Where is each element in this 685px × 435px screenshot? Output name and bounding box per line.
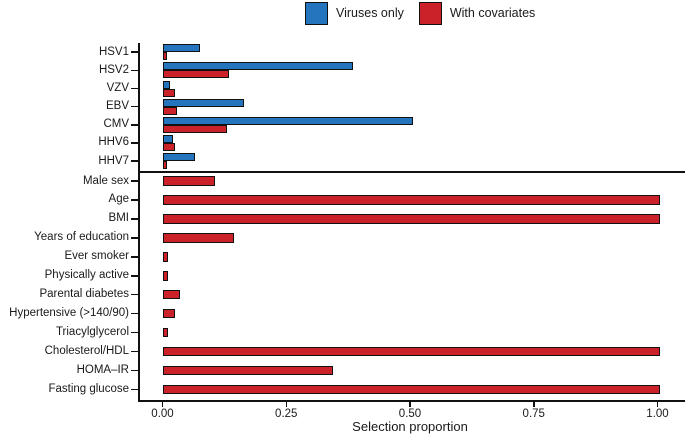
category-label-hsv2: HSV2 <box>98 63 129 76</box>
y-tick-homa-ir <box>131 369 138 372</box>
legend-item-viruses-only: Viruses only <box>305 2 404 25</box>
y-tick-parental-diabetes <box>131 293 138 296</box>
bar-with-covariates-triacylglycerol <box>162 327 168 338</box>
category-label-hhv7: HHV7 <box>98 154 129 167</box>
legend-label-viruses-only: Viruses only <box>336 6 404 20</box>
bar-with-covariates-cmv <box>162 124 227 133</box>
y-tick-ebv <box>131 105 138 108</box>
bar-with-covariates-hsv1 <box>162 52 167 61</box>
x-tick-0.00 <box>161 401 164 407</box>
panel-separator-line <box>137 170 685 173</box>
y-tick-triacylglycerol <box>131 331 138 334</box>
bar-viruses-only-vzv <box>162 80 171 89</box>
bar-with-covariates-homa-ir <box>162 365 334 376</box>
category-label-homa-ir: HOMA–IR <box>76 364 129 376</box>
x-axis-line <box>137 399 685 402</box>
category-label-hsv1: HSV1 <box>98 45 129 58</box>
bar-with-covariates-vzv <box>162 88 175 97</box>
legend-swatch-blue-icon <box>305 2 328 25</box>
y-tick-ever-smoker <box>131 256 138 258</box>
category-label-hypertensive-140-90: Hypertensive (>140/90) <box>9 307 129 320</box>
y-tick-male-sex <box>131 180 138 182</box>
y-tick-hhv6 <box>131 142 138 144</box>
legend-item-with-covariates: With covariates <box>418 2 536 25</box>
y-tick-vzv <box>131 87 138 90</box>
category-label-ebv: EBV <box>105 100 129 113</box>
x-tick-label-0.25: 0.25 <box>275 407 298 420</box>
bar-with-covariates-bmi <box>162 214 661 224</box>
category-label-cmv: CMV <box>103 118 129 131</box>
category-label-age: Age <box>108 193 129 206</box>
category-label-hhv6: HHV6 <box>98 136 129 149</box>
bar-with-covariates-ever-smoker <box>162 252 168 262</box>
bar-with-covariates-parental-diabetes <box>162 289 180 300</box>
bar-with-covariates-hypertensive-140-90 <box>162 308 175 319</box>
x-tick-label-0.75: 0.75 <box>522 407 545 420</box>
y-tick-bmi <box>131 218 138 220</box>
category-label-ever-smoker: Ever smoker <box>64 250 129 263</box>
category-label-cholesterol-hdl: Cholesterol/HDL <box>44 345 129 358</box>
legend-label-with-covariates: With covariates <box>449 6 536 20</box>
x-tick-1.00 <box>656 401 659 407</box>
bar-with-covariates-hsv2 <box>162 70 230 79</box>
y-tick-cmv <box>131 124 138 126</box>
y-tick-hsv2 <box>131 69 138 72</box>
bar-viruses-only-hsv1 <box>162 44 200 53</box>
category-label-male-sex: Male sex <box>82 174 129 187</box>
x-axis-title: Selection proportion <box>352 419 468 434</box>
x-tick-label-0.00: 0.00 <box>151 407 174 420</box>
bar-with-covariates-cholesterol-hdl <box>162 346 661 357</box>
y-tick-cholesterol-hdl <box>131 350 138 353</box>
bar-with-covariates-male-sex <box>162 176 215 186</box>
bar-viruses-only-ebv <box>162 98 245 107</box>
x-tick-0.75 <box>533 401 535 407</box>
bar-with-covariates-hhv6 <box>162 142 175 151</box>
category-label-years-of-education: Years of education <box>34 231 129 244</box>
y-tick-fasting-glucose <box>131 388 138 391</box>
bar-with-covariates-age <box>162 195 661 205</box>
bar-viruses-only-hhv7 <box>162 153 195 162</box>
bar-viruses-only-cmv <box>162 116 413 125</box>
category-label-bmi: BMI <box>108 212 129 225</box>
y-tick-hsv1 <box>131 51 138 53</box>
bar-with-covariates-fasting-glucose <box>162 384 661 395</box>
y-tick-hhv7 <box>131 160 138 162</box>
y-axis-line <box>137 43 140 402</box>
category-label-physically-active: Physically active <box>44 269 129 282</box>
x-tick-label-1.00: 1.00 <box>646 407 669 420</box>
bar-viruses-only-hsv2 <box>162 62 354 71</box>
category-label-fasting-glucose: Fasting glucose <box>48 382 129 395</box>
y-tick-hypertensive-140-90 <box>131 312 138 315</box>
bar-with-covariates-physically-active <box>162 271 168 281</box>
y-tick-years-of-education <box>131 237 138 239</box>
category-label-triacylglycerol: Triacylglycerol <box>55 326 129 339</box>
category-label-parental-diabetes: Parental diabetes <box>39 288 129 301</box>
y-tick-age <box>131 199 138 201</box>
bar-with-covariates-years-of-education <box>162 233 235 243</box>
bar-with-covariates-ebv <box>162 106 178 115</box>
x-tick-0.50 <box>409 401 411 407</box>
legend-swatch-red-icon <box>418 2 442 25</box>
x-tick-label-0.50: 0.50 <box>398 407 422 420</box>
y-tick-physically-active <box>131 275 138 277</box>
category-label-vzv: VZV <box>106 82 129 94</box>
bar-with-covariates-hhv7 <box>162 161 167 170</box>
legend: Viruses only With covariates <box>305 2 535 25</box>
bar-viruses-only-hhv6 <box>162 134 173 143</box>
x-tick-0.25 <box>285 401 287 407</box>
